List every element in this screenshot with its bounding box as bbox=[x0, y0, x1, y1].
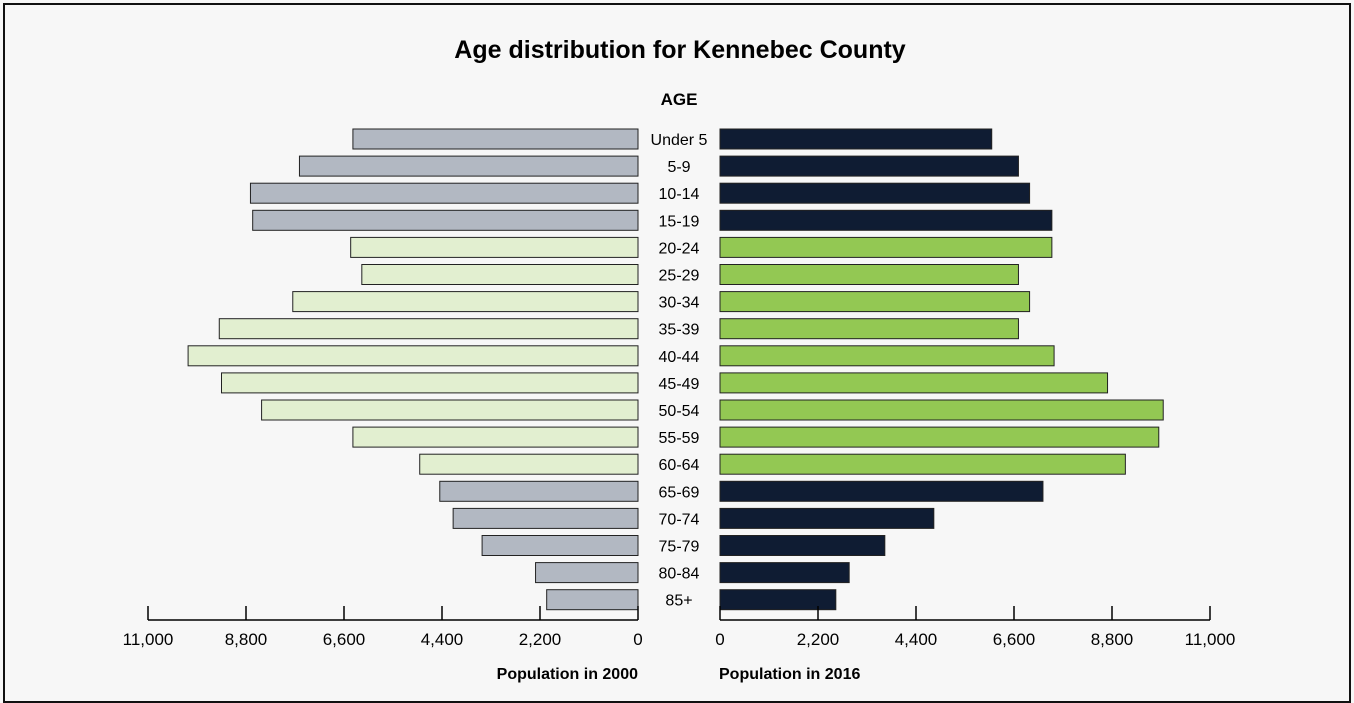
age-label: 40-44 bbox=[659, 349, 700, 366]
x-tick-label-2000: 0 bbox=[633, 630, 642, 649]
age-label: 65-69 bbox=[659, 484, 700, 501]
bar-2000-25-29 bbox=[361, 264, 639, 285]
x-axis-title-2016: Population in 2016 bbox=[719, 666, 860, 683]
x-tick-label-2000: 2,200 bbox=[519, 630, 562, 649]
bar-2000-85+ bbox=[546, 589, 639, 611]
bar-2000-65-69 bbox=[439, 480, 639, 502]
chart-title: Age distribution for Kennebec County bbox=[454, 36, 905, 64]
age-label: 70-74 bbox=[659, 511, 700, 528]
bar-2000-70-74 bbox=[452, 507, 639, 529]
bar-2016-50-54 bbox=[719, 399, 1164, 421]
bars-2016 bbox=[719, 128, 1164, 611]
x-tick-label-2000: 8,800 bbox=[225, 630, 268, 649]
bar-2016-20-24 bbox=[719, 236, 1053, 258]
bar-2000-Under 5 bbox=[352, 128, 639, 150]
population-pyramid-chart: Age distribution for Kennebec County AGE… bbox=[123, 36, 1236, 683]
bar-2016-10-14 bbox=[719, 182, 1031, 204]
bar-2000-40-44 bbox=[187, 345, 639, 367]
x-tick-label-2016: 2,200 bbox=[797, 630, 840, 649]
x-tick-label-2016: 11,000 bbox=[1185, 630, 1236, 649]
bar-2016-15-19 bbox=[719, 209, 1053, 231]
age-label: 20-24 bbox=[659, 240, 700, 257]
age-label: 85+ bbox=[665, 593, 692, 610]
bar-2000-75-79 bbox=[481, 535, 639, 556]
x-axis-title-2000: Population in 2000 bbox=[497, 666, 638, 683]
age-label: 55-59 bbox=[659, 430, 700, 447]
bar-2016-85+ bbox=[719, 589, 837, 611]
bar-2000-35-39 bbox=[218, 318, 639, 340]
x-tick-label-2016: 0 bbox=[715, 630, 724, 649]
age-label: 35-39 bbox=[659, 322, 700, 339]
bar-2016-65-69 bbox=[719, 480, 1044, 502]
age-label: 5-9 bbox=[667, 159, 690, 176]
bar-2000-60-64 bbox=[419, 453, 639, 475]
age-label: 50-54 bbox=[659, 403, 700, 420]
bars-2000 bbox=[187, 128, 639, 611]
age-axis-header: AGE bbox=[661, 90, 698, 109]
bar-2000-45-49 bbox=[221, 372, 639, 394]
bar-2000-10-14 bbox=[249, 182, 639, 204]
bar-2000-80-84 bbox=[535, 562, 639, 584]
age-label: 75-79 bbox=[659, 539, 700, 556]
x-axis-2016: 0 2,200 4,400 6,600 8,800 11,000 bbox=[715, 606, 1235, 649]
x-tick-label-2000: 11,000 bbox=[123, 630, 174, 649]
bar-2000-55-59 bbox=[352, 426, 639, 448]
bar-2000-15-19 bbox=[252, 209, 639, 231]
age-label: Under 5 bbox=[651, 132, 708, 149]
bar-2016-40-44 bbox=[719, 345, 1055, 367]
bar-2016-80-84 bbox=[719, 562, 850, 584]
age-category-labels: Under 5 5-9 10-14 15-19 20-24 25-29 30-34 35-39… bbox=[651, 132, 708, 610]
age-label: 10-14 bbox=[659, 186, 700, 203]
bar-2016-60-64 bbox=[719, 453, 1126, 475]
bar-2016-35-39 bbox=[719, 318, 1019, 340]
bar-2016-45-49 bbox=[719, 372, 1109, 394]
bar-2016-55-59 bbox=[719, 426, 1160, 448]
bar-2016-5-9 bbox=[719, 155, 1019, 177]
x-tick-label-2016: 4,400 bbox=[895, 630, 938, 649]
bar-2000-5-9 bbox=[298, 155, 639, 177]
x-tick-label-2016: 8,800 bbox=[1091, 630, 1134, 649]
age-label: 60-64 bbox=[659, 457, 700, 474]
bar-2000-20-24 bbox=[350, 236, 639, 258]
bar-2016-75-79 bbox=[719, 535, 886, 556]
bar-2016-30-34 bbox=[719, 291, 1031, 313]
age-label: 45-49 bbox=[659, 376, 700, 393]
age-label: 25-29 bbox=[659, 268, 700, 285]
bar-2016-70-74 bbox=[719, 507, 935, 529]
age-label: 30-34 bbox=[659, 295, 700, 312]
age-label: 15-19 bbox=[659, 213, 700, 230]
x-tick-label-2000: 4,400 bbox=[421, 630, 464, 649]
x-axis-2000: 0 2,200 4,400 6,600 8,800 11,000 bbox=[123, 606, 643, 649]
x-tick-label-2016: 6,600 bbox=[993, 630, 1036, 649]
bar-2000-50-54 bbox=[261, 399, 639, 421]
bar-2000-30-34 bbox=[292, 291, 639, 313]
age-label: 80-84 bbox=[659, 566, 700, 583]
bar-2016-25-29 bbox=[719, 264, 1019, 285]
bar-2016-Under 5 bbox=[719, 128, 993, 150]
x-tick-label-2000: 6,600 bbox=[323, 630, 366, 649]
